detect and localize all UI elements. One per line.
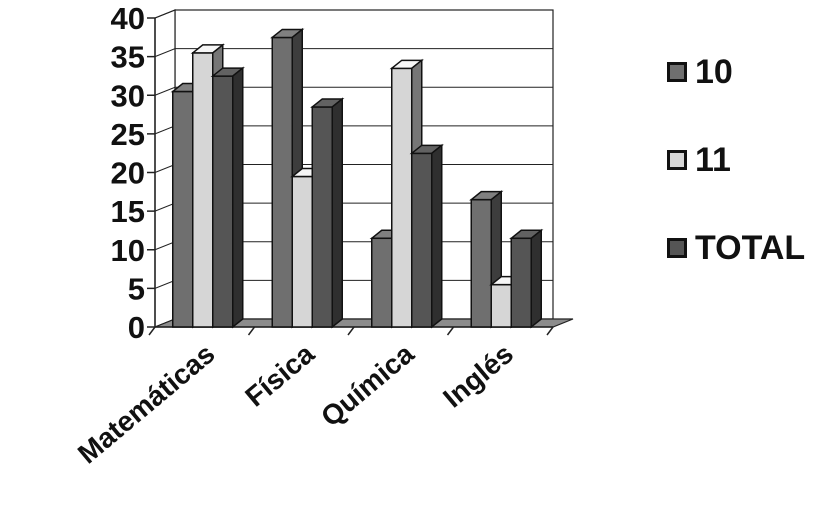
x-tick-label-matematicas: Matemáticas: [72, 338, 221, 470]
bar-front: [391, 67, 413, 328]
y-tick-label: 20: [111, 156, 145, 191]
bar-front: [510, 237, 532, 328]
y-tick-label: 30: [111, 78, 145, 113]
bar-front: [470, 198, 492, 328]
legend-item-11: 11: [667, 140, 832, 228]
bar-front: [172, 90, 194, 328]
bar-front: [192, 52, 214, 328]
bar-side: [331, 97, 343, 329]
bar-quimica-total: [409, 143, 444, 329]
bar-side: [530, 228, 542, 329]
x-tick-mark: [546, 326, 554, 336]
y-tick-label: 10: [111, 233, 145, 268]
legend-swatch-total: [667, 238, 687, 258]
bar-side: [431, 143, 443, 329]
bar-front: [371, 237, 393, 328]
legend-label-10: 10: [695, 53, 733, 91]
bar-front: [311, 106, 333, 328]
bar-ingles-total: [509, 228, 544, 329]
y-tick-label: 25: [111, 117, 145, 152]
y-tick-label: 35: [111, 40, 145, 75]
legend-item-total: TOTAL: [667, 228, 832, 316]
bar-front: [212, 75, 234, 328]
bar-fisica-total: [310, 97, 345, 329]
bar-side: [232, 66, 244, 329]
x-tick-label-quimica: Química: [315, 338, 420, 433]
legend-item-10: 10: [667, 52, 832, 140]
x-tick-mark: [347, 326, 355, 336]
bar-front: [291, 175, 313, 328]
x-tick-label-ingles: Inglés: [437, 338, 519, 414]
x-tick-mark: [148, 326, 156, 336]
legend-swatch-10: [667, 62, 687, 82]
x-tick-label-fisica: Física: [239, 338, 320, 413]
legend-label-11: 11: [695, 141, 731, 179]
gridline: [154, 9, 553, 19]
y-tick-label: 0: [128, 310, 145, 345]
bar-matematicas-total: [210, 66, 245, 329]
legend: 10 11 TOTAL: [667, 52, 832, 316]
y-tick-label: 40: [111, 1, 145, 36]
x-tick-mark: [446, 326, 455, 336]
bar-front: [411, 152, 433, 328]
bar-front: [271, 36, 293, 328]
legend-label-total: TOTAL: [695, 229, 806, 267]
y-tick-label: 15: [111, 194, 145, 229]
x-tick-mark: [247, 326, 256, 336]
legend-swatch-11: [667, 150, 687, 170]
gridline: [154, 48, 553, 58]
bar-front: [490, 283, 512, 328]
gridline: [154, 86, 553, 96]
y-tick-label: 5: [128, 271, 145, 306]
